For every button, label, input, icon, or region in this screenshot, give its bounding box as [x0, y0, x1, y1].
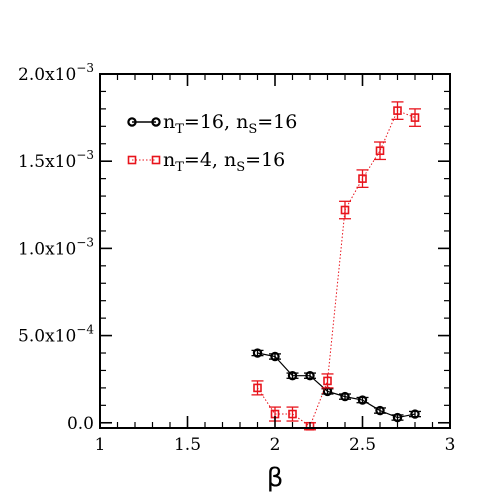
x-axis-label: β — [267, 463, 284, 493]
data-point — [393, 106, 402, 115]
data-point — [375, 405, 385, 416]
legend-label: nT=4, nS=16 — [163, 149, 285, 175]
legend-marker — [151, 155, 161, 165]
x-tick-label: 2 — [270, 435, 281, 455]
data-point — [340, 391, 350, 402]
legend-marker — [151, 117, 161, 127]
y-tick-label: 1.5x10−3 — [18, 148, 94, 172]
data-point — [288, 409, 297, 419]
data-point — [340, 205, 350, 215]
data-point — [410, 409, 420, 419]
y-tick-label: 2.0x10−3 — [18, 61, 94, 85]
data-point — [305, 370, 315, 381]
data-point — [358, 174, 367, 183]
legend-marker — [127, 155, 137, 165]
data-point — [252, 348, 263, 358]
y-tick-label: 0.0 — [67, 414, 94, 434]
legend-label: nT=16, nS=16 — [163, 111, 297, 137]
x-tick-label: 3 — [445, 435, 456, 455]
data-point — [270, 351, 280, 362]
data-point — [410, 113, 420, 122]
legend-marker — [127, 117, 137, 127]
data-point — [357, 395, 368, 405]
legend-entry-2: nT=4, nS=16 — [127, 149, 285, 175]
legend-entry-1: nT=16, nS=16 — [127, 111, 297, 137]
data-point — [287, 370, 298, 381]
data-point — [392, 412, 403, 423]
data-point — [375, 146, 385, 156]
series-2 — [251, 101, 421, 431]
x-tick-label: 1.5 — [174, 435, 201, 455]
x-tick-label: 1 — [95, 435, 106, 455]
series-1-line — [257, 352, 416, 419]
data-point — [323, 376, 332, 386]
x-tick-label: 2.5 — [349, 435, 376, 455]
plot-marks — [251, 101, 421, 431]
y-tick-label: 5.0x10−4 — [18, 323, 94, 347]
legend: nT=16, nS=16 nT=4, nS=16 — [127, 111, 297, 175]
axes: 1 1.5 2 2.5 3 0.0 5.0x10−4 1.0x10−3 1.5x10−3 2.0x… — [18, 61, 455, 455]
y-tick-label: 1.0x10−3 — [18, 235, 94, 259]
series-1 — [251, 348, 421, 423]
data-point — [253, 383, 262, 393]
